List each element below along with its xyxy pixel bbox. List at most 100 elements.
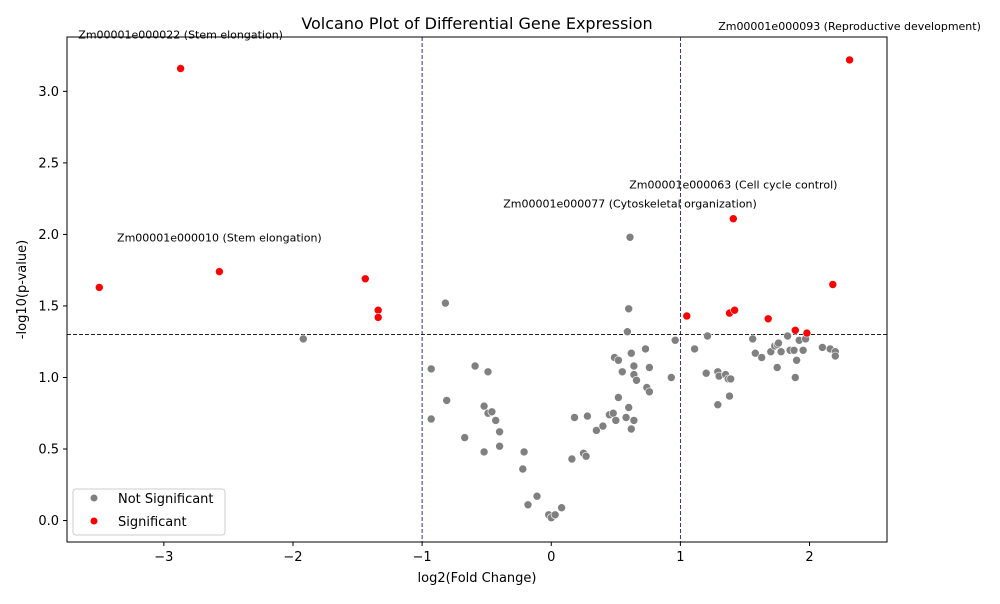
point-not-significant (624, 403, 634, 412)
point-not-significant (470, 361, 480, 371)
point-not-significant (611, 416, 621, 425)
point-not-significant (830, 351, 840, 361)
point-significant (373, 313, 383, 322)
point-not-significant (625, 233, 635, 242)
point-significant (215, 267, 224, 276)
point-not-significant (298, 334, 308, 344)
point-not-significant (772, 363, 782, 372)
point-not-significant (523, 500, 533, 510)
point-not-significant (487, 407, 497, 417)
y-tick-label: 1.0 (38, 371, 59, 386)
point-not-significant (592, 426, 601, 435)
point-not-significant (614, 355, 623, 365)
legend-marker-not-significant (90, 494, 98, 502)
point-not-significant (624, 304, 634, 314)
point-significant (845, 55, 854, 65)
gene-annotation: Zm00001e000010 (Stem elongation) (117, 232, 322, 245)
point-not-significant (790, 373, 800, 382)
x-tick-label: −1 (413, 550, 432, 565)
x-tick-label: 2 (805, 550, 813, 565)
point-not-significant (617, 367, 627, 377)
point-not-significant (703, 331, 712, 341)
point-not-significant (632, 375, 641, 385)
point-significant (682, 311, 692, 321)
point-not-significant (713, 400, 723, 410)
point-not-significant (645, 363, 654, 372)
point-not-significant (557, 503, 566, 513)
point-not-significant (748, 334, 758, 344)
point-significant (763, 314, 773, 324)
point-not-significant (645, 387, 654, 397)
point-not-significant (518, 464, 528, 474)
x-axis-title: log2(Fold Change) (418, 571, 537, 586)
point-not-significant (690, 344, 699, 354)
gene-annotation: Zm00001e000063 (Cell cycle control) (629, 179, 837, 192)
y-tick-label: 2.5 (38, 156, 59, 171)
point-not-significant (479, 401, 489, 411)
x-tick-label: −3 (154, 550, 173, 565)
point-not-significant (491, 416, 501, 425)
point-not-significant (583, 411, 592, 421)
point-not-significant (725, 391, 734, 401)
point-not-significant (623, 327, 632, 337)
point-not-significant (483, 367, 493, 377)
y-tick-label: 2.0 (38, 228, 59, 243)
point-not-significant (479, 447, 489, 457)
y-tick-label: 0.0 (38, 514, 59, 529)
point-not-significant (789, 345, 799, 355)
point-not-significant (581, 451, 591, 461)
point-not-significant (701, 368, 711, 378)
point-not-significant (774, 338, 783, 348)
y-tick-label: 3.0 (38, 85, 59, 100)
point-not-significant (614, 393, 623, 402)
chart-title: Volcano Plot of Differential Gene Expres… (301, 14, 652, 33)
point-not-significant (441, 298, 450, 308)
point-not-significant (426, 364, 436, 374)
point-not-significant (776, 347, 786, 357)
point-not-significant (629, 361, 639, 371)
point-not-significant (629, 416, 639, 425)
point-significant (360, 274, 370, 284)
point-not-significant (570, 413, 579, 422)
point-not-significant (670, 335, 680, 345)
point-significant (828, 280, 838, 289)
legend-box (72, 488, 226, 536)
point-not-significant (426, 414, 436, 424)
point-not-significant (818, 343, 827, 352)
point-not-significant (641, 344, 650, 354)
y-tick-label: 0.5 (38, 443, 59, 458)
point-not-significant (621, 413, 631, 422)
point-significant (790, 325, 800, 335)
point-not-significant (792, 355, 801, 365)
point-not-significant (626, 348, 636, 358)
legend-label-not-significant: Not Significant (118, 492, 214, 507)
point-not-significant (750, 348, 760, 358)
point-not-significant (519, 447, 529, 457)
point-significant (176, 64, 185, 73)
gene-annotation: Zm00001e000077 (Cytoskeletal organizatio… (503, 197, 757, 210)
point-not-significant (495, 427, 504, 437)
point-not-significant (726, 374, 736, 384)
point-not-significant (598, 421, 608, 431)
gene-annotation: Zm00001e000093 (Reproductive development… (718, 20, 981, 33)
y-tick-label: 1.5 (38, 299, 59, 314)
legend-label-significant: Significant (118, 515, 187, 530)
y-axis-title: -log10(p-value) (15, 240, 30, 339)
x-tick-label: 0 (547, 550, 555, 565)
point-not-significant (783, 331, 792, 341)
gene-annotation: Zm00001e000022 (Stem elongation) (78, 28, 283, 41)
point-not-significant (532, 491, 542, 501)
point-not-significant (608, 408, 618, 418)
point-not-significant (550, 510, 560, 520)
x-tick-label: 1 (676, 550, 684, 565)
point-not-significant (442, 396, 452, 405)
plot-frame (66, 36, 888, 543)
point-not-significant (757, 353, 767, 362)
legend: Not Significant Significant (72, 488, 226, 536)
point-significant (95, 283, 104, 292)
point-not-significant (567, 454, 577, 464)
point-significant (802, 328, 812, 338)
point-significant (730, 305, 739, 315)
